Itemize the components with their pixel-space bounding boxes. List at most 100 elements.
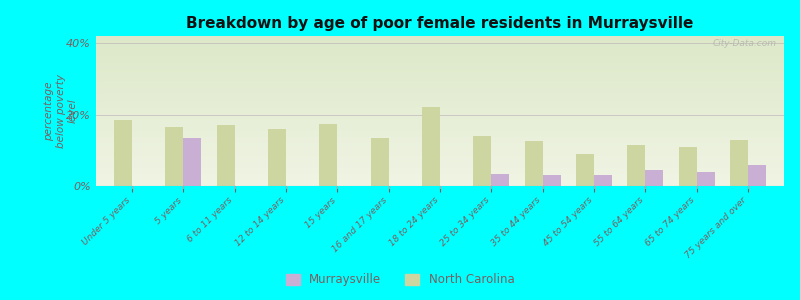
Bar: [96, 144, 784, 146]
Bar: [96, 162, 784, 164]
Bar: [96, 87, 784, 88]
Bar: [96, 76, 784, 78]
Bar: [96, 92, 784, 93]
Bar: [96, 94, 784, 96]
Bar: [96, 142, 784, 144]
Bar: [96, 90, 784, 92]
Bar: [96, 85, 784, 87]
Bar: [319, 124, 338, 186]
Bar: [96, 183, 784, 184]
Bar: [96, 130, 784, 132]
Bar: [96, 68, 784, 69]
Bar: [166, 127, 183, 186]
Bar: [96, 66, 784, 68]
Bar: [96, 99, 784, 100]
Bar: [96, 102, 784, 104]
Bar: [96, 45, 784, 46]
Bar: [268, 129, 286, 186]
Bar: [96, 128, 784, 129]
Bar: [646, 170, 663, 186]
Bar: [96, 123, 784, 124]
Bar: [96, 82, 784, 84]
Legend: Murraysville, North Carolina: Murraysville, North Carolina: [281, 269, 519, 291]
Bar: [96, 148, 784, 150]
Bar: [96, 54, 784, 56]
Bar: [474, 136, 491, 186]
Bar: [96, 42, 784, 44]
Bar: [542, 175, 561, 186]
Bar: [96, 168, 784, 170]
Bar: [96, 122, 784, 123]
Bar: [96, 153, 784, 154]
Bar: [96, 117, 784, 118]
Bar: [96, 70, 784, 72]
Bar: [96, 136, 784, 138]
Bar: [96, 44, 784, 45]
Y-axis label: percentage
below poverty
level: percentage below poverty level: [44, 74, 78, 148]
Bar: [96, 120, 784, 122]
Bar: [96, 88, 784, 90]
Bar: [96, 159, 784, 160]
Bar: [96, 158, 784, 159]
Bar: [96, 63, 784, 64]
Bar: [697, 172, 714, 186]
Bar: [96, 93, 784, 94]
Bar: [96, 138, 784, 140]
Title: Breakdown by age of poor female residents in Murraysville: Breakdown by age of poor female resident…: [186, 16, 694, 31]
Bar: [576, 154, 594, 186]
Bar: [96, 38, 784, 39]
Bar: [96, 48, 784, 50]
Bar: [96, 167, 784, 168]
Bar: [491, 173, 510, 186]
Bar: [96, 69, 784, 70]
Bar: [96, 177, 784, 178]
Bar: [96, 96, 784, 98]
Bar: [422, 107, 440, 186]
Bar: [96, 116, 784, 117]
Bar: [96, 81, 784, 82]
Bar: [96, 134, 784, 135]
Bar: [96, 129, 784, 130]
Bar: [96, 51, 784, 52]
Text: City-Data.com: City-Data.com: [713, 39, 777, 48]
Bar: [96, 150, 784, 152]
Bar: [183, 138, 202, 186]
Bar: [96, 146, 784, 147]
Bar: [96, 40, 784, 42]
Bar: [96, 110, 784, 111]
Bar: [96, 72, 784, 74]
Bar: [96, 165, 784, 166]
Bar: [96, 106, 784, 108]
Bar: [96, 114, 784, 116]
Bar: [96, 152, 784, 153]
Bar: [96, 75, 784, 76]
Bar: [96, 78, 784, 80]
Bar: [217, 125, 234, 186]
Bar: [96, 174, 784, 176]
Bar: [96, 46, 784, 48]
Bar: [96, 112, 784, 114]
Bar: [96, 160, 784, 162]
Bar: [96, 108, 784, 110]
Bar: [96, 140, 784, 141]
Bar: [96, 84, 784, 86]
Bar: [370, 138, 389, 186]
Bar: [678, 147, 697, 186]
Bar: [730, 140, 748, 186]
Bar: [96, 111, 784, 112]
Bar: [96, 172, 784, 174]
Bar: [96, 100, 784, 102]
Bar: [96, 56, 784, 57]
Bar: [96, 156, 784, 158]
Bar: [96, 103, 784, 105]
Bar: [627, 145, 646, 186]
Bar: [96, 171, 784, 172]
Bar: [96, 61, 784, 63]
Bar: [96, 52, 784, 54]
Bar: [114, 120, 132, 186]
Bar: [96, 184, 784, 186]
Bar: [96, 180, 784, 182]
Bar: [96, 105, 784, 106]
Bar: [96, 178, 784, 180]
Bar: [96, 132, 784, 134]
